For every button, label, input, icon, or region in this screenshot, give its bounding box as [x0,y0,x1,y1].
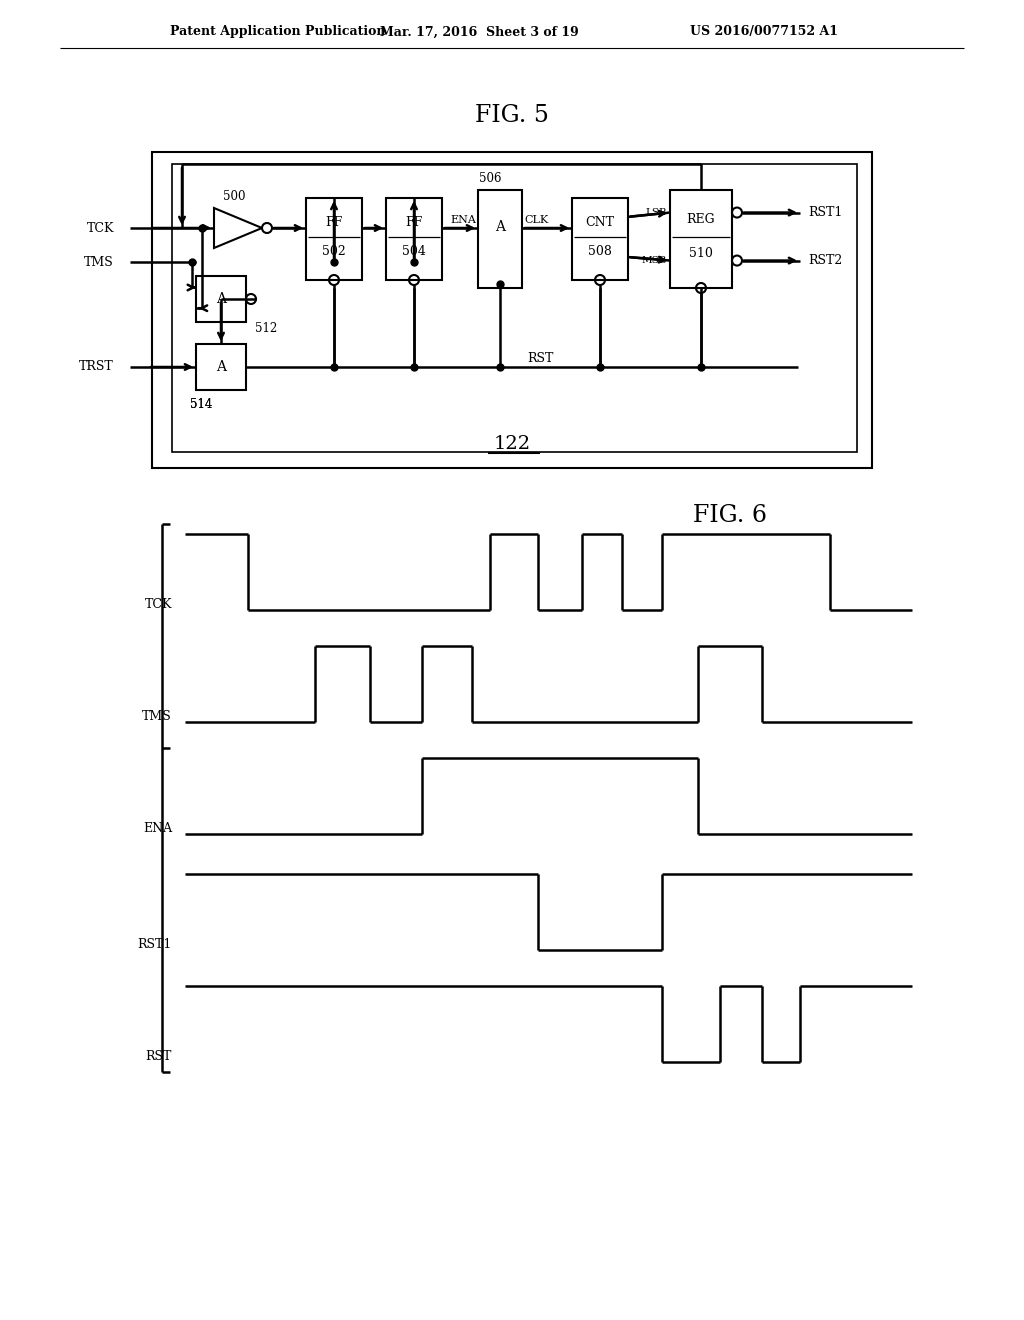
Text: 504: 504 [402,244,426,257]
Text: CNT: CNT [586,216,614,230]
Text: A: A [216,292,226,306]
Text: FIG. 5: FIG. 5 [475,103,549,127]
Text: TRST: TRST [79,360,114,374]
Bar [478,190,522,288]
Text: 506: 506 [479,172,502,185]
Text: RST: RST [145,1049,172,1063]
Text: MSB: MSB [642,256,667,265]
Text: FF: FF [326,216,343,230]
Text: TCK: TCK [144,598,172,610]
Text: 122: 122 [494,436,530,453]
Text: RST2: RST2 [808,253,843,267]
Text: Mar. 17, 2016  Sheet 3 of 19: Mar. 17, 2016 Sheet 3 of 19 [380,25,579,38]
Text: 502: 502 [323,244,346,257]
Text: RST1: RST1 [137,937,172,950]
Bar [172,164,857,451]
Text: ENA: ENA [451,215,476,224]
Text: FIG. 6: FIG. 6 [693,504,767,528]
Text: TCK: TCK [86,222,114,235]
Text: CLK: CLK [524,215,548,224]
Text: 512: 512 [255,322,278,334]
Bar [306,198,362,280]
Text: 514: 514 [189,397,212,411]
Bar [196,345,246,389]
Text: 508: 508 [588,244,612,257]
Text: LSB: LSB [645,209,667,216]
Text: FF: FF [406,216,423,230]
Text: ENA: ENA [143,821,172,834]
Text: RST1: RST1 [808,206,843,219]
Text: TMS: TMS [142,710,172,722]
Text: 514: 514 [189,397,212,411]
Text: US 2016/0077152 A1: US 2016/0077152 A1 [690,25,838,38]
Text: REG: REG [687,213,716,226]
Text: RST: RST [526,351,553,364]
Text: A: A [216,360,226,374]
Text: Patent Application Publication: Patent Application Publication [170,25,385,38]
Bar [572,198,628,280]
Text: A: A [495,220,505,234]
Bar [152,152,872,469]
Bar [196,276,246,322]
Text: 500: 500 [223,190,246,202]
Text: TMS: TMS [84,256,114,268]
Bar [386,198,442,280]
Text: 510: 510 [689,247,713,260]
Bar [670,190,732,288]
